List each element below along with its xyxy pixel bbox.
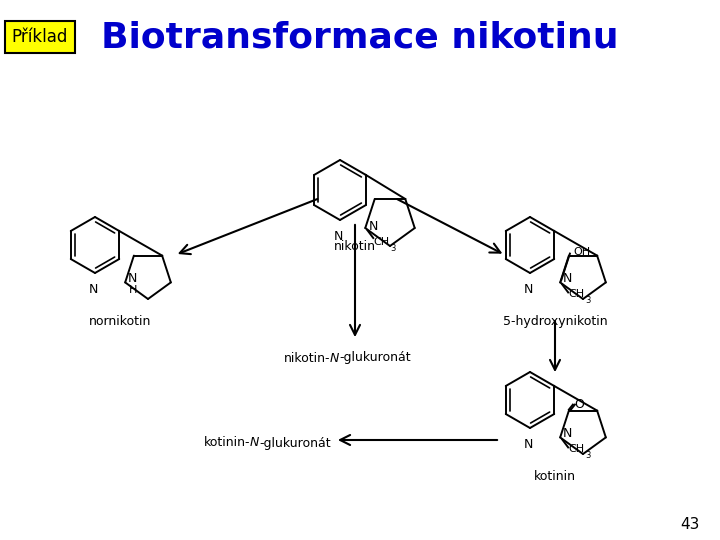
- Text: N: N: [89, 283, 98, 296]
- Text: CH: CH: [568, 444, 585, 455]
- Text: kotinin-: kotinin-: [204, 436, 250, 449]
- Text: -glukuronát: -glukuronát: [339, 352, 410, 365]
- Text: H: H: [129, 286, 138, 295]
- Text: kotinin: kotinin: [534, 470, 576, 483]
- Text: OH: OH: [573, 247, 590, 256]
- Text: 3: 3: [585, 296, 590, 305]
- Text: N: N: [128, 272, 138, 285]
- Text: 43: 43: [680, 517, 700, 532]
- Text: 3: 3: [585, 451, 590, 460]
- Text: CH: CH: [568, 289, 585, 299]
- Text: N: N: [563, 272, 572, 285]
- Text: Biotransformace nikotinu: Biotransformace nikotinu: [102, 20, 618, 54]
- Text: 3: 3: [390, 244, 396, 253]
- Text: N: N: [333, 230, 343, 243]
- Text: N: N: [523, 438, 533, 451]
- Text: N: N: [563, 427, 572, 440]
- Text: N: N: [368, 220, 378, 233]
- Text: N: N: [523, 283, 533, 296]
- Text: nornikotin: nornikotin: [89, 315, 151, 328]
- Text: N: N: [250, 436, 259, 449]
- Text: O: O: [574, 398, 584, 411]
- Text: CH: CH: [373, 237, 390, 247]
- Text: N: N: [330, 352, 339, 365]
- Text: 5-hydroxynikotin: 5-hydroxynikotin: [503, 315, 607, 328]
- Text: nikotin: nikotin: [334, 240, 376, 253]
- Text: nikotin-: nikotin-: [284, 352, 330, 365]
- Text: -glukuronát: -glukuronát: [259, 436, 330, 449]
- Text: Příklad: Příklad: [12, 28, 68, 46]
